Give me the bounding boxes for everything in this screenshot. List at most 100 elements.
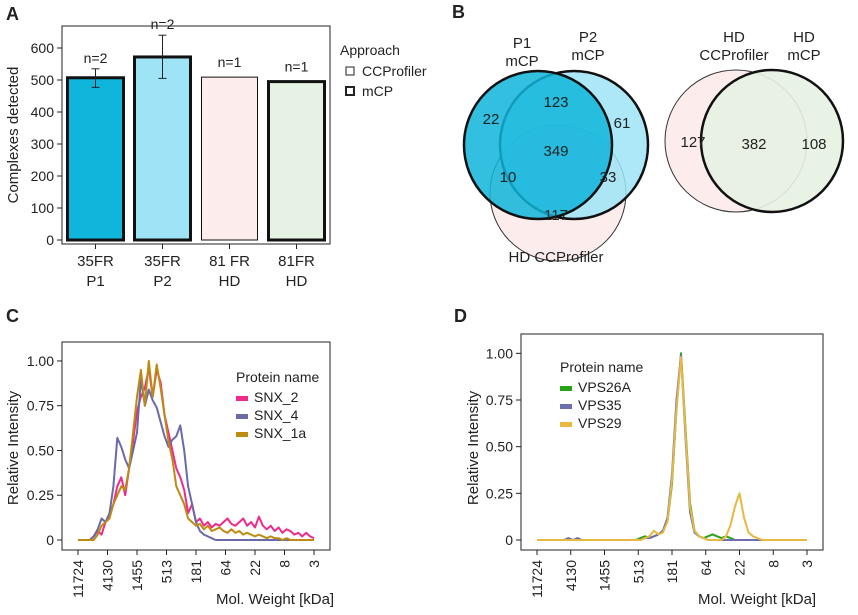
panel-label-c: C	[6, 306, 19, 326]
panel-a-x-label-line2: P2	[153, 273, 171, 290]
panel-c-x-tick-label: 3	[306, 560, 322, 568]
panel-c-x-tick-label: 11724	[70, 560, 86, 598]
panel-d-x-tick-label: 1455	[597, 560, 613, 591]
panel-a-x-label-line2: HD	[219, 273, 241, 290]
panel-b-venn-diagrams: P1 mCP P2 mCP HD CCProfiler 22 123 61 34…	[462, 29, 845, 266]
panel-d-legend-swatch-vps35	[560, 404, 572, 409]
panel-d-x-tick-label: 513	[630, 560, 646, 584]
legend-item-ccprofiler: CCProfiler	[362, 63, 427, 79]
panel-d-x-axis-label: Mol. Weight [kDa]	[698, 591, 816, 608]
venn-two-set: HD CCProfiler HD mCP 127 382 108	[664, 29, 845, 214]
venn-value-p2-only: 61	[614, 115, 631, 132]
venn2-label-ccp-line1: HD	[723, 29, 745, 46]
panel-c-x-axis-label: Mol. Weight [kDa]	[216, 591, 334, 608]
panel-a-y-ticks: 0 100 200 300 400 500 600	[31, 40, 62, 248]
panel-c-y-tick-label: 0.50	[27, 442, 54, 458]
panel-label-b: B	[452, 2, 465, 22]
panel-d-legend-swatch-vps29	[560, 422, 572, 427]
panel-a-x-label-line2: P1	[86, 273, 104, 290]
venn-value-p2-hd: 33	[600, 169, 617, 186]
panel-a-legend: Approach CCProfiler mCP	[340, 42, 427, 99]
panel-a-x-label-line2: HD	[286, 273, 308, 290]
panel-a-y-tick-label: 400	[31, 104, 55, 120]
panel-d-x-tick-label: 64	[698, 560, 714, 576]
venn-value-hd-only: 117	[544, 207, 568, 224]
panel-c-x-tick-label: 181	[188, 560, 204, 584]
panel-c-x-tick-label: 1455	[129, 560, 145, 591]
venn2-value-ccp-only: 127	[680, 134, 705, 151]
venn-set-label-hd-ccprofiler: HD CCProfiler	[508, 249, 603, 266]
panel-d-x-tick-label: 11724	[529, 560, 545, 598]
panel-d-y-axis-label: Relative Intensity	[465, 390, 482, 505]
panel-a-x-label-line1: 81FR	[278, 253, 315, 270]
panel-c-line-snx_1a	[78, 360, 314, 541]
panel-a-y-tick-label: 0	[46, 232, 54, 248]
bar-n-label-4: n=1	[285, 59, 309, 75]
panel-a-bar-chart: Complexes detected 0 100 200 300 400 500 600 n…	[5, 16, 427, 290]
panel-c-y-tick-label: 1.00	[27, 353, 54, 369]
panel-c-x-tick-label: 8	[277, 560, 293, 568]
panel-d-y-tick-label: 0.75	[486, 392, 513, 408]
venn-three-set: P1 mCP P2 mCP HD CCProfiler 22 123 61 34…	[462, 29, 650, 266]
panel-c-legend-item-snx_2: SNX_2	[254, 389, 299, 405]
panel-a-bars: n=2 35FR P1 n=2 35FR P2 n=1 81 FR HD n=1 81FR HD	[66, 16, 326, 290]
venn2-value-both: 382	[741, 136, 766, 153]
panel-d-y-tick-label: 0.25	[486, 485, 513, 501]
bar-4	[267, 80, 326, 242]
bar-3	[201, 76, 258, 241]
panel-d-x-tick-label: 181	[664, 560, 680, 584]
venn2-value-mcp-only: 108	[801, 136, 826, 153]
legend-swatch-mcp	[345, 86, 355, 96]
bar-1	[66, 76, 125, 242]
panel-c-legend: Protein name SNX_2 SNX_4 SNX_1a	[236, 369, 319, 441]
panel-d-legend-item-vps29: VPS29	[578, 415, 622, 431]
panel-d-legend: Protein name VPS26A VPS35 VPS29	[560, 359, 643, 431]
panel-a-y-tick-label: 300	[31, 136, 55, 152]
bar-n-label-2: n=2	[151, 16, 175, 32]
venn-circle-p1-mcp	[462, 69, 614, 221]
panel-c-legend-swatch-snx_4	[236, 414, 248, 419]
panel-c-lines	[78, 360, 315, 541]
panel-c-y-tick-label: 0.25	[27, 487, 54, 503]
venn-set-label-p2-line2: mCP	[571, 47, 604, 64]
panel-c-legend-item-snx_1a: SNX_1a	[254, 425, 306, 441]
venn2-label-mcp-line1: HD	[793, 29, 815, 46]
panel-label-d: D	[454, 306, 467, 326]
panel-d-legend-title: Protein name	[560, 359, 643, 375]
legend-item-mcp: mCP	[362, 83, 393, 99]
panel-c-line-snx_4	[78, 377, 314, 541]
panel-d-line-chart: Relative Intensity Mol. Weight [kDa] 0 0.…	[465, 333, 824, 608]
venn-value-p1-p2: 123	[543, 94, 568, 111]
venn-set-label-p2-line1: P2	[579, 29, 597, 46]
venn2-label-mcp-line2: mCP	[787, 47, 820, 64]
panel-d-y-tick-label: 0.50	[486, 439, 513, 455]
panel-c-x-tick-label: 64	[218, 560, 234, 576]
venn-value-all: 349	[543, 143, 568, 160]
panel-d-x-tick-label: 8	[765, 560, 781, 568]
panel-a-y-axis-label: Complexes detected	[5, 67, 22, 204]
panel-d-ticks: 0 0.25 0.50 0.75 1.00 11724 4130 1455 513 181 64 22…	[486, 345, 815, 598]
panel-c-y-tick-label: 0.75	[27, 398, 54, 414]
legend-title-approach: Approach	[340, 42, 400, 58]
venn2-label-ccp-line2: CCProfiler	[699, 47, 768, 64]
panel-c-y-tick-label: 0	[46, 532, 54, 548]
panel-a-x-label-line1: 35FR	[144, 253, 181, 270]
venn-set-label-p1-line1: P1	[513, 35, 531, 52]
panel-a-plot-frame	[61, 25, 331, 245]
panel-c-legend-title: Protein name	[236, 369, 319, 385]
panel-c-x-tick-label: 513	[159, 560, 175, 584]
bar-n-label-1: n=2	[84, 50, 108, 66]
panel-d-legend-swatch-vps26a	[560, 386, 572, 391]
panel-d-legend-item-vps35: VPS35	[578, 397, 622, 413]
panel-a-x-label-line1: 81 FR	[209, 253, 250, 270]
venn-value-p1-hd: 10	[500, 169, 517, 186]
panel-d-x-tick-label: 4130	[563, 560, 579, 591]
panel-d-legend-item-vps26a: VPS26A	[578, 379, 632, 395]
panel-c-y-axis-label: Relative Intensity	[5, 390, 22, 505]
panel-d-y-tick-label: 1.00	[486, 345, 513, 361]
panel-c-x-tick-label: 4130	[100, 560, 116, 591]
venn-value-p1-only: 22	[483, 111, 500, 128]
legend-swatch-ccprofiler	[345, 66, 355, 76]
panel-c-ticks: 0 0.25 0.50 0.75 1.00 11724 4130 1455 513 181 64 22…	[27, 353, 322, 598]
panel-a-y-tick-label: 600	[31, 40, 55, 56]
